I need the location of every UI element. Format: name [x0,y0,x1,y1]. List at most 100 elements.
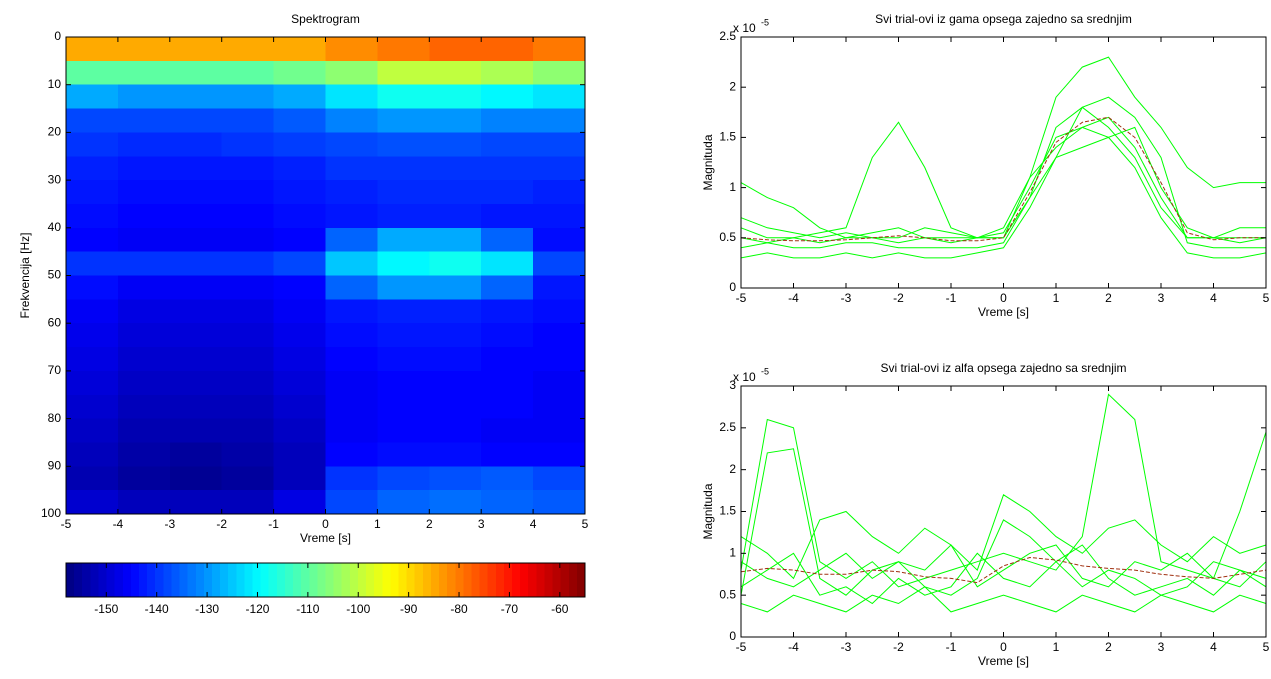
chart-title: Svi trial-ovi iz alfa opsega zajedno sa … [880,361,1126,375]
heatmap-cell [117,60,171,86]
heatmap-cell [481,442,534,467]
heatmap-cell [429,108,482,133]
colorbar-swatch [66,563,75,597]
heatmap-cell [221,60,275,86]
mean-line [740,116,1266,242]
x-tick-label: -5 [736,640,747,654]
heatmap-cell [377,37,430,62]
heatmap-cell [66,418,119,443]
y-scale-exponent: -5 [761,366,769,376]
colorbar-swatch [560,563,570,597]
trial-line [740,544,1267,588]
heatmap-cell [325,347,378,372]
heatmap-cell [221,347,275,372]
heatmap-cell [221,227,275,253]
heatmap-cell [66,156,119,181]
heatmap-cell [66,37,119,62]
y-tick-label: 0 [54,29,61,43]
heatmap-cell [221,180,275,205]
heatmap-cell [377,490,430,515]
y-tick-label: 70 [48,363,62,377]
heatmap-cell [325,466,378,491]
colorbar-swatch [495,563,505,597]
heatmap-cell [66,203,119,229]
heatmap-cell [169,299,223,324]
heatmap-cell [429,442,482,467]
heatmap-cell [429,299,482,324]
heatmap-cell [377,203,430,229]
heatmap-cell [117,84,171,110]
heatmap-cell [325,323,378,348]
heatmap-cell [325,180,378,205]
colorbar-swatch [398,563,408,597]
y-scale-exponent: -5 [761,17,769,27]
heatmap-cell [325,227,378,253]
heatmap-cell [66,490,119,515]
heatmap-cell [533,251,586,276]
heatmap-cell [429,37,482,62]
colorbar-swatch [163,563,172,597]
heatmap-cell [377,299,430,324]
heatmap-cell [377,418,430,443]
colorbar-swatch [471,563,481,597]
y-scale-label: x 10 [733,21,756,35]
y-tick-label: 10 [48,77,62,91]
x-tick-label: -2 [893,640,904,654]
heatmap-cell [66,180,119,205]
colorbar-swatch [552,563,562,597]
chart: x 10 -5 -5 -4 -3 -2 -1 0 1 2 3 4 5 0 0.5 1 1.5 2 2.5 3 Svi t… [701,361,1269,668]
y-tick-label: 0 [729,280,736,294]
heatmap-cell [533,323,586,348]
heatmap-cell [377,275,430,300]
heatmap-cell [117,299,171,324]
colorbar-tick-label: -150 [94,602,118,616]
heatmap-cell [429,394,482,420]
heatmap-cell [377,108,430,133]
heatmap-cell [169,275,223,300]
heatmap-cell [117,108,171,133]
colorbar-swatch [203,563,213,597]
heatmap-cell [533,442,586,467]
trial-line [740,96,1266,249]
y-tick-label: 2.5 [719,29,736,43]
heatmap-cell [325,156,378,181]
x-tick-label: 1 [374,517,381,531]
x-tick-label: 5 [1263,640,1270,654]
colorbar-swatch [293,563,302,597]
heatmap-cell [273,323,326,348]
heatmap-cell [429,132,482,157]
chart-title: Spektrogram [291,12,360,26]
colorbar-swatch [463,563,472,597]
colorbar-swatch [309,563,318,597]
x-tick-label: 5 [1263,291,1270,305]
heatmap-cell [481,251,534,276]
plot-area [741,37,1266,288]
x-tick-label: 2 [426,517,433,531]
heatmap-cell [221,299,275,324]
heatmap-cell [533,203,586,229]
y-tick-label: 1.5 [719,504,736,518]
x-tick-label: -4 [788,291,799,305]
heatmap-cell [66,323,119,348]
heatmap-cell [429,203,482,229]
heatmap-cell [533,275,586,300]
heatmap-cell [533,156,586,181]
x-tick-label: 3 [1158,291,1165,305]
heatmap-cell [117,370,171,396]
y-tick-label: 80 [48,411,62,425]
heatmap-cell [117,227,171,253]
x-tick-label: -1 [946,291,957,305]
heatmap-cell [221,251,275,276]
heatmap-cell [273,132,326,157]
heatmap-cell [273,299,326,324]
heatmap-cell [117,203,171,229]
colorbar-swatch [422,563,432,597]
colorbar-tick-label: -100 [346,602,370,616]
x-tick-label: -3 [164,517,175,531]
colorbar-swatch [512,563,521,597]
trial-line [740,494,1267,580]
y-axis-label: Magnituda [701,134,715,190]
heatmap-cell [533,227,586,253]
heatmap-cell [117,156,171,181]
heatmap-cell [429,227,482,253]
